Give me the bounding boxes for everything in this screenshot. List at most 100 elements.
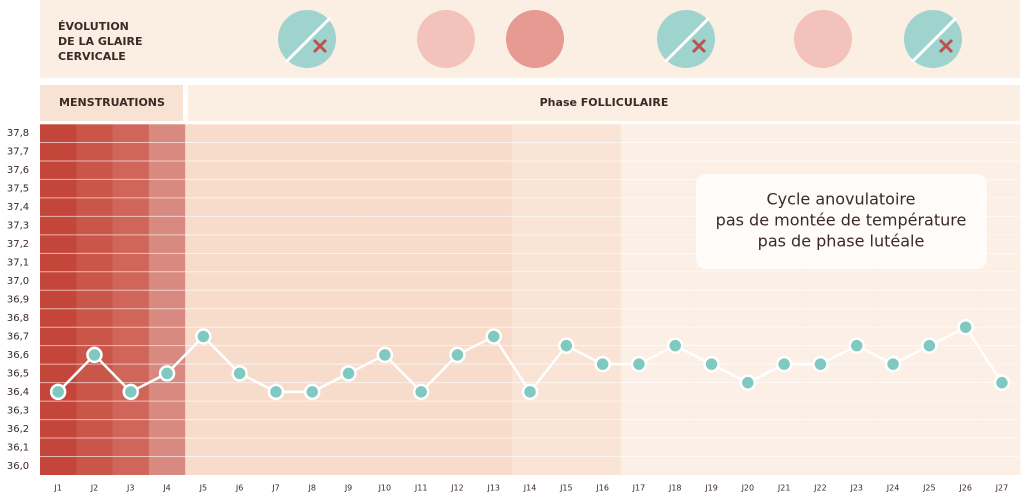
data-point bbox=[884, 355, 902, 373]
column-band bbox=[620, 124, 658, 475]
data-point bbox=[231, 365, 248, 382]
y-tick-label: 36,1 bbox=[7, 442, 29, 453]
phase-box bbox=[40, 85, 183, 121]
y-tick-label: 36,6 bbox=[7, 350, 29, 361]
data-point bbox=[304, 383, 321, 401]
header-title: DE LA GLAIRE bbox=[58, 35, 142, 48]
data-point bbox=[703, 355, 720, 373]
icons bbox=[278, 10, 962, 68]
x-tick-label: J14 bbox=[523, 484, 537, 493]
column-band bbox=[983, 124, 1021, 475]
x-tick-label: J21 bbox=[777, 484, 791, 493]
y-tick-label: 36,9 bbox=[7, 295, 29, 306]
data-point bbox=[86, 346, 103, 364]
x-tick-label: J3 bbox=[126, 484, 134, 493]
x-tick-label: J23 bbox=[849, 484, 863, 493]
x-tick-label: J26 bbox=[958, 484, 972, 493]
y-tick-label: 36,5 bbox=[7, 368, 29, 379]
x-tick-label: J19 bbox=[704, 484, 718, 493]
header-title: ÉVOLUTION bbox=[58, 20, 129, 33]
x-tick-label: J18 bbox=[668, 484, 682, 493]
x-tick-label: J2 bbox=[90, 484, 98, 493]
column-band bbox=[76, 124, 114, 475]
y-tick-label: 37,0 bbox=[7, 276, 29, 287]
column-band bbox=[257, 124, 295, 475]
data-point bbox=[49, 383, 67, 401]
data-point bbox=[812, 355, 829, 373]
column-band bbox=[475, 124, 513, 475]
y-tick-label: 36,4 bbox=[7, 387, 29, 398]
x-tick-label: J27 bbox=[995, 484, 1009, 493]
phase-box bbox=[188, 85, 1020, 121]
data-point bbox=[122, 383, 139, 401]
data-point bbox=[558, 337, 575, 354]
y-tick-label: 37,5 bbox=[7, 184, 29, 195]
column-band bbox=[40, 124, 77, 475]
column-band bbox=[657, 124, 694, 475]
column-band bbox=[439, 124, 477, 475]
x-tick-label: J24 bbox=[886, 484, 900, 493]
data-point bbox=[594, 355, 611, 373]
y-tick-label: 37,7 bbox=[7, 147, 29, 158]
data-point bbox=[630, 355, 648, 373]
y-tick-label: 37,2 bbox=[7, 239, 29, 250]
y-tick-label: 37,1 bbox=[7, 258, 29, 269]
data-point bbox=[521, 383, 539, 401]
annotation: Cycle anovulatoire bbox=[767, 190, 916, 209]
y-tick-label: 36,8 bbox=[7, 313, 29, 324]
x-tick-label: J11 bbox=[414, 484, 428, 493]
y-tick-label: 37,8 bbox=[7, 128, 29, 139]
column-band bbox=[221, 124, 259, 475]
x-tick-label: J20 bbox=[741, 484, 755, 493]
column-band bbox=[294, 124, 331, 475]
data-point bbox=[412, 383, 430, 401]
data-point bbox=[340, 365, 357, 382]
y-tick-label: 37,3 bbox=[7, 221, 29, 232]
x-tick-label: J10 bbox=[378, 484, 392, 493]
x-tick-label: J4 bbox=[162, 484, 170, 493]
data-point bbox=[195, 328, 212, 345]
data-point bbox=[449, 346, 466, 364]
x-tick-label: J17 bbox=[632, 484, 646, 493]
x-tick-label: J15 bbox=[559, 484, 573, 493]
x-tick-label: J9 bbox=[344, 484, 352, 493]
data-point bbox=[848, 337, 865, 354]
x-tick-label: J12 bbox=[450, 484, 464, 493]
x-tick-label: J16 bbox=[595, 484, 609, 493]
y-tick-label: 36,2 bbox=[7, 424, 29, 435]
column-band bbox=[548, 124, 585, 475]
x-tick-label: J1 bbox=[53, 484, 61, 493]
x-tick-label: J8 bbox=[308, 484, 316, 493]
data-point bbox=[957, 318, 974, 336]
y-tick-label: 36,7 bbox=[7, 331, 29, 342]
data-point bbox=[993, 374, 1011, 391]
column-band bbox=[148, 124, 186, 475]
y-tick-label: 37,4 bbox=[7, 202, 29, 213]
data-point bbox=[739, 374, 757, 391]
data-point bbox=[376, 346, 394, 364]
x-tick-label: J25 bbox=[922, 484, 936, 493]
column-band bbox=[403, 124, 440, 475]
x-tick-label: J5 bbox=[199, 484, 207, 493]
column-band bbox=[112, 124, 150, 475]
data-point bbox=[267, 383, 285, 401]
phase-label: Phase FOLLICULAIRE bbox=[540, 96, 669, 109]
y-tick-label: 37,6 bbox=[7, 165, 29, 176]
annotation: pas de montée de température bbox=[716, 211, 967, 230]
column-band bbox=[330, 124, 368, 475]
column-band bbox=[511, 124, 549, 475]
header-title: CERVICALE bbox=[58, 50, 126, 63]
column-band bbox=[185, 124, 222, 475]
data-point bbox=[485, 328, 502, 345]
annotation: pas de phase lutéale bbox=[758, 232, 925, 251]
x-tick-label: J22 bbox=[813, 484, 827, 493]
y-tick-label: 36,3 bbox=[7, 405, 29, 416]
x-tick-label: J6 bbox=[235, 484, 243, 493]
y-tick-label: 36,0 bbox=[7, 461, 29, 472]
x-tick-label: J13 bbox=[486, 484, 500, 493]
column-band bbox=[366, 124, 404, 475]
data-point bbox=[921, 337, 938, 354]
data-point bbox=[158, 365, 176, 382]
data-point bbox=[775, 355, 793, 373]
